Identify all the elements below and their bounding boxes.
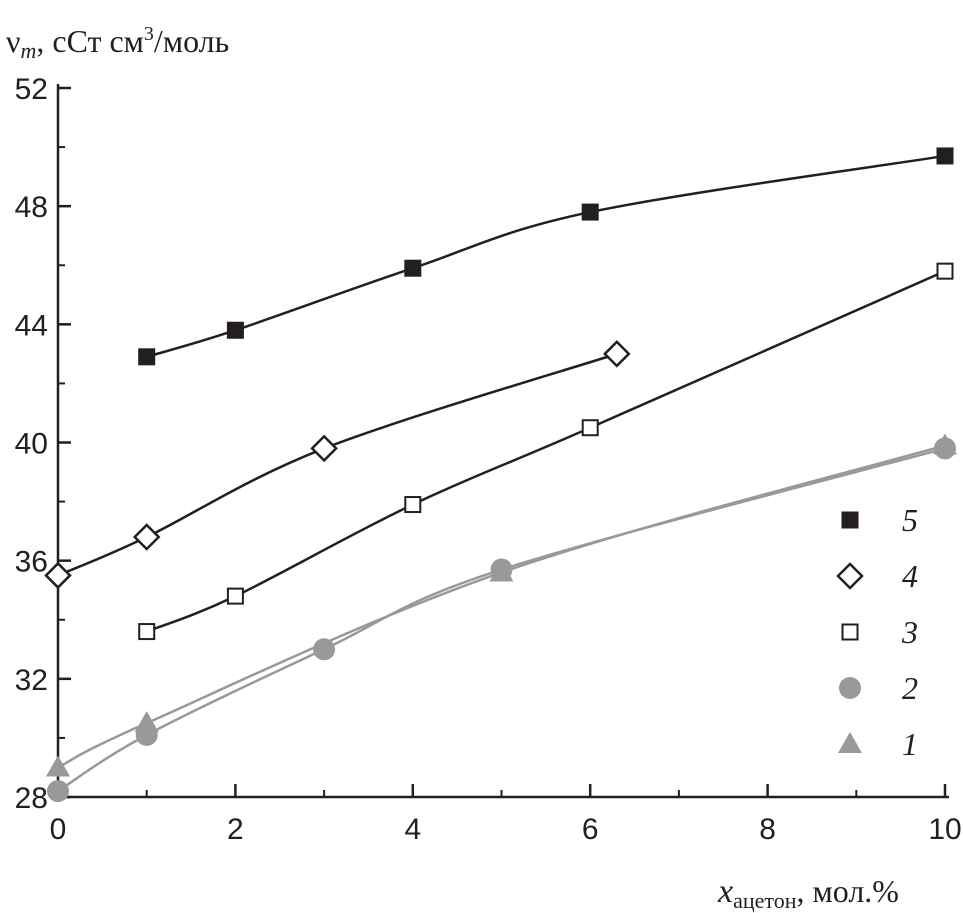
x-tick-label: 0 bbox=[50, 813, 67, 846]
series-5-point bbox=[936, 147, 954, 165]
x-tick-label: 10 bbox=[928, 813, 961, 846]
legend: 5 4 3 2 1 bbox=[836, 502, 918, 762]
series-5-point bbox=[138, 348, 156, 366]
series-5-point bbox=[226, 321, 244, 339]
series-curves bbox=[57, 154, 946, 793]
y-tick-label: 40 bbox=[15, 428, 48, 461]
series-4-line bbox=[57, 352, 618, 577]
legend-label-5: 5 bbox=[902, 502, 918, 538]
legend-label-3: 3 bbox=[901, 614, 918, 650]
legend-marker-3 bbox=[841, 623, 859, 641]
legend-marker-4 bbox=[836, 562, 864, 590]
legend-marker-5 bbox=[841, 511, 859, 529]
y-tick-label: 36 bbox=[15, 546, 48, 579]
series-4-point bbox=[132, 523, 161, 551]
x-axis-label: xацетон, мол.% bbox=[717, 873, 899, 913]
series-2-point bbox=[313, 638, 336, 661]
series-3-point bbox=[138, 623, 156, 641]
y-tick-label: 48 bbox=[15, 191, 48, 224]
legend-marker-2 bbox=[839, 677, 861, 699]
x-tick-label: 8 bbox=[759, 813, 776, 846]
series-5-point bbox=[581, 203, 599, 221]
legend-label-1: 1 bbox=[902, 726, 918, 762]
y-tick-label: 52 bbox=[15, 73, 48, 106]
legend-marker-1 bbox=[838, 732, 862, 753]
series-1-point bbox=[46, 755, 70, 777]
series-5-line bbox=[146, 154, 946, 359]
x-tick-label: 4 bbox=[404, 813, 421, 846]
series-markers bbox=[44, 147, 957, 803]
y-tick-label: 44 bbox=[15, 309, 48, 342]
y-tick-label: 28 bbox=[15, 782, 48, 815]
y-tick-label: 32 bbox=[15, 664, 48, 697]
x-tick-label: 2 bbox=[227, 813, 244, 846]
series-4-point bbox=[603, 340, 631, 368]
series-4-point bbox=[44, 561, 72, 590]
series-1-point bbox=[134, 711, 159, 733]
series-3-point bbox=[226, 587, 244, 605]
series-3-point bbox=[936, 262, 954, 280]
series-1-line bbox=[57, 444, 946, 769]
series-5-point bbox=[404, 259, 422, 277]
legend-label-2: 2 bbox=[902, 670, 918, 706]
series-1-point bbox=[489, 560, 514, 582]
series-3-line bbox=[146, 270, 946, 633]
series-4-point bbox=[310, 434, 338, 463]
legend-label-4: 4 bbox=[902, 558, 918, 594]
series-2-point bbox=[47, 780, 69, 803]
y-axis-label: νm, сСт см3/моль bbox=[6, 23, 229, 63]
series-2-line bbox=[57, 447, 946, 793]
series-3-point bbox=[581, 419, 599, 437]
series-1-point bbox=[933, 433, 957, 455]
series-3-point bbox=[404, 496, 422, 514]
x-tick-label: 6 bbox=[582, 813, 599, 846]
